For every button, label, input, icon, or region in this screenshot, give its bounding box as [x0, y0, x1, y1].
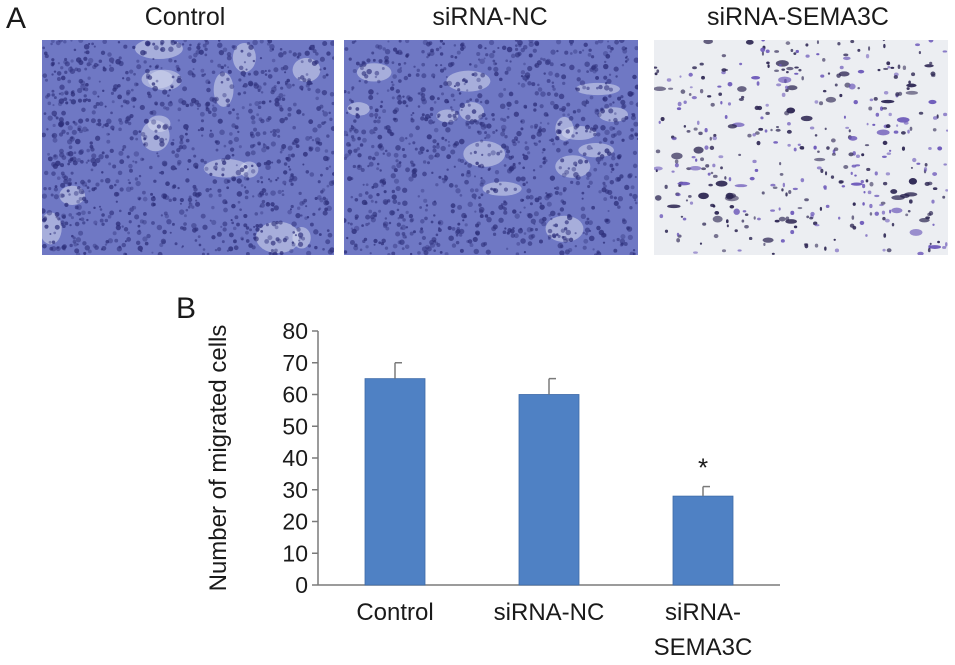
bar — [518, 394, 580, 586]
y-tick-label: 0 — [295, 572, 308, 598]
micrograph-control-cells — [42, 40, 334, 255]
panel-a-label: A — [6, 2, 27, 35]
micrograph-sirna-sema3c-cells — [654, 40, 948, 255]
x-tick-label: siRNA-NC — [494, 599, 605, 626]
y-tick-label: 60 — [282, 382, 308, 408]
y-tick-label: 40 — [282, 445, 308, 471]
y-tick-label: 30 — [282, 477, 308, 503]
y-tick-label: 20 — [282, 509, 308, 535]
y-tick-label: 70 — [282, 350, 308, 376]
x-tick-label: siRNA-SEMA3C — [654, 599, 753, 661]
cell-texture — [654, 40, 948, 255]
micrograph-sirna-sema3c — [654, 40, 948, 255]
micrograph-control — [42, 40, 334, 255]
cell-texture — [42, 40, 334, 255]
y-tick-label: 10 — [282, 540, 308, 566]
panel-b-label: B — [176, 292, 196, 325]
micrograph-sirna-nc-cells — [344, 40, 638, 255]
y-axis-title: Number of migrated cells — [205, 325, 232, 592]
x-tick-label: Control — [356, 599, 433, 626]
micrograph-sirna-nc — [344, 40, 638, 255]
y-tick-label: 80 — [282, 318, 308, 344]
cell-texture — [344, 40, 638, 255]
micrograph-title-sirna-sema3c: siRNA-SEMA3C — [707, 3, 889, 31]
bar — [364, 378, 426, 586]
significance-marker: * — [698, 453, 708, 483]
micrograph-title-sirna-nc: siRNA-NC — [432, 3, 548, 31]
micrograph-title-control: Control — [144, 3, 226, 31]
bar — [672, 495, 734, 586]
y-tick-label: 50 — [282, 413, 308, 439]
